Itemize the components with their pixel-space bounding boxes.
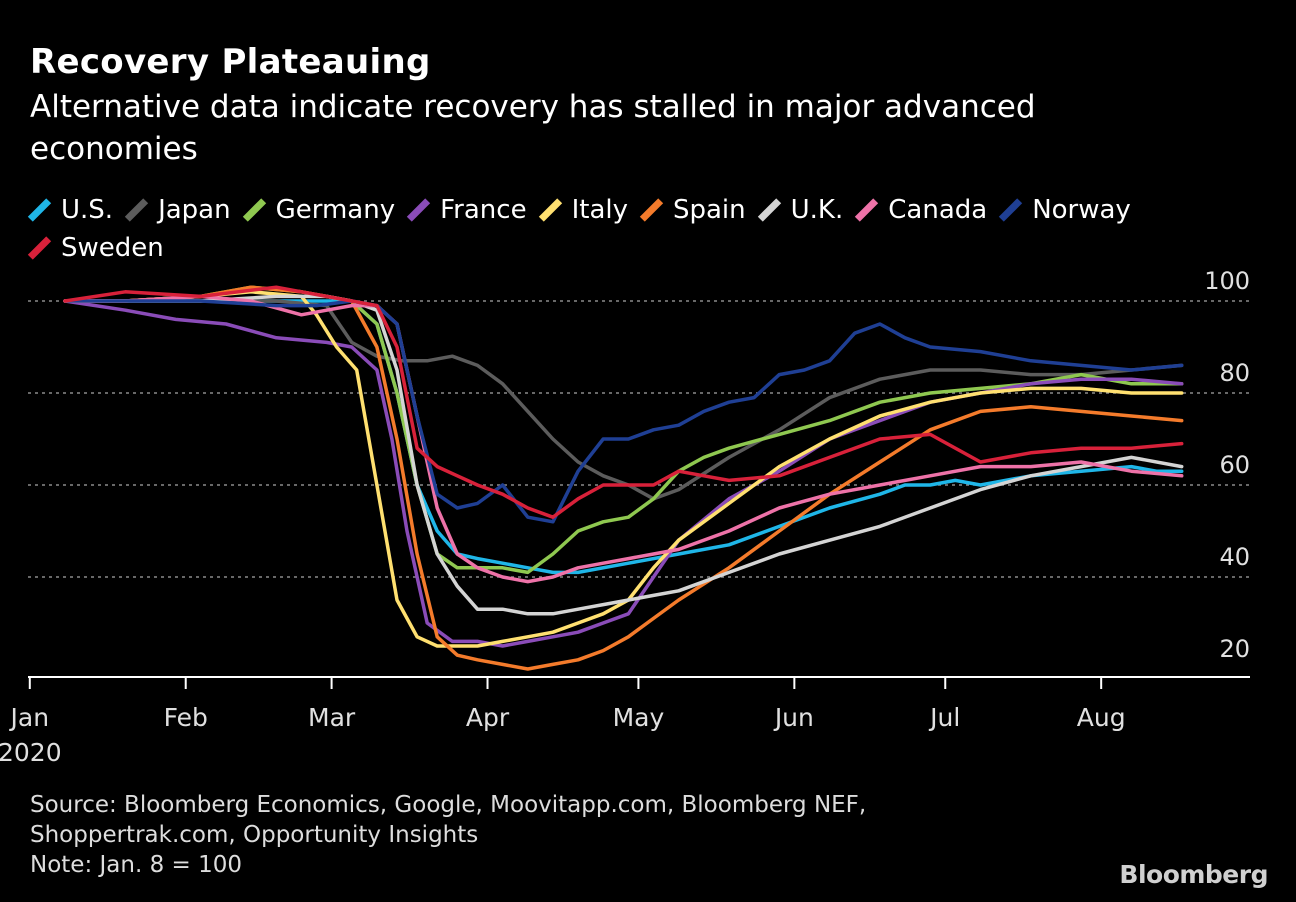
x-tick-label-may: May [613, 703, 665, 732]
legend-item-france: France [406, 192, 527, 228]
x-tick-label-apr: Apr [466, 703, 510, 732]
series-line-germany [63, 285, 1184, 575]
x-tick-label-jun: Jun [773, 703, 814, 732]
series-line-norway [63, 299, 1184, 524]
legend-item-norway: Norway [999, 192, 1131, 228]
x-tick-label-mar: Mar [308, 703, 356, 732]
legend-label: Sweden [61, 233, 164, 263]
legend-swatch-germany [242, 198, 266, 222]
legend-swatch-canada [855, 198, 879, 222]
note-line: Note: Jan. 8 = 100 [30, 852, 243, 878]
legend-label: Italy [571, 195, 628, 225]
legend-swatch-france [406, 198, 431, 222]
legend-label: France [440, 195, 527, 225]
y-tick-label: 100 [1204, 270, 1250, 295]
x-tick-label-jan: Jan [9, 703, 50, 732]
legend-label: Spain [672, 195, 746, 225]
legend-item-japan: Japan [124, 192, 231, 228]
legend-swatch-sweden [27, 236, 52, 260]
x-tick-label-feb: Feb [164, 703, 208, 732]
series-line-sweden [63, 285, 1184, 519]
legend-item-germany: Germany [242, 192, 396, 228]
legend-label: U.S. [61, 195, 114, 225]
line-chart: 20 40 60 80 100 Jan 2020 Feb Mar Apr May Jun Jul Aug [0, 270, 1250, 767]
legend-item-sweden: Sweden [27, 230, 164, 266]
series-line-france [63, 299, 1184, 648]
series-line-canada [63, 294, 1184, 584]
chart-title: Recovery Plateauing [30, 42, 431, 82]
series-line-japan [63, 299, 1184, 501]
y-tick-label: 80 [1219, 359, 1250, 387]
legend-label: Canada [888, 195, 988, 225]
legend-label: U.K. [790, 195, 844, 225]
series-line-u-s [63, 299, 1184, 575]
x-tick-sublabel: 2020 [0, 738, 62, 767]
chart-legend: U.S. Japan Germany France Italy Spain U.K. Cana… [27, 192, 1230, 268]
y-tick-label: 40 [1219, 543, 1250, 571]
chart-subtitle: Alternative data indicate recovery has s… [30, 89, 1036, 167]
legend-item-spain: Spain [639, 192, 746, 228]
legend-item-u-s: U.S. [27, 192, 114, 228]
legend-swatch-italy [538, 198, 562, 222]
y-tick-label: 60 [1219, 451, 1250, 479]
x-tick-label-aug: Aug [1077, 703, 1126, 732]
legend-item-canada: Canada [855, 192, 988, 228]
x-tick-label-jul: Jul [928, 703, 960, 732]
legend-swatch-u-k [757, 198, 781, 222]
source-line-1: Source: Bloomberg Economics, Google, Moo… [30, 792, 867, 818]
bloomberg-logo: Bloomberg [1119, 860, 1268, 889]
source-line-2: Shoppertrak.com, Opportunity Insights [30, 822, 479, 848]
legend-label: Japan [158, 195, 231, 225]
legend-item-italy: Italy [538, 192, 628, 228]
legend-label: Norway [1032, 195, 1131, 225]
y-tick-label: 20 [1219, 635, 1250, 663]
legend-swatch-spain [639, 198, 664, 222]
legend-label: Germany [275, 195, 396, 225]
series-line-italy [63, 290, 1184, 648]
legend-item-u-k: U.K. [757, 192, 844, 228]
legend-swatch-japan [124, 198, 149, 222]
legend-swatch-u-s [27, 198, 52, 222]
legend-swatch-norway [999, 198, 1023, 222]
chart-footer: Source: Bloomberg Economics, Google, Moo… [30, 790, 866, 880]
